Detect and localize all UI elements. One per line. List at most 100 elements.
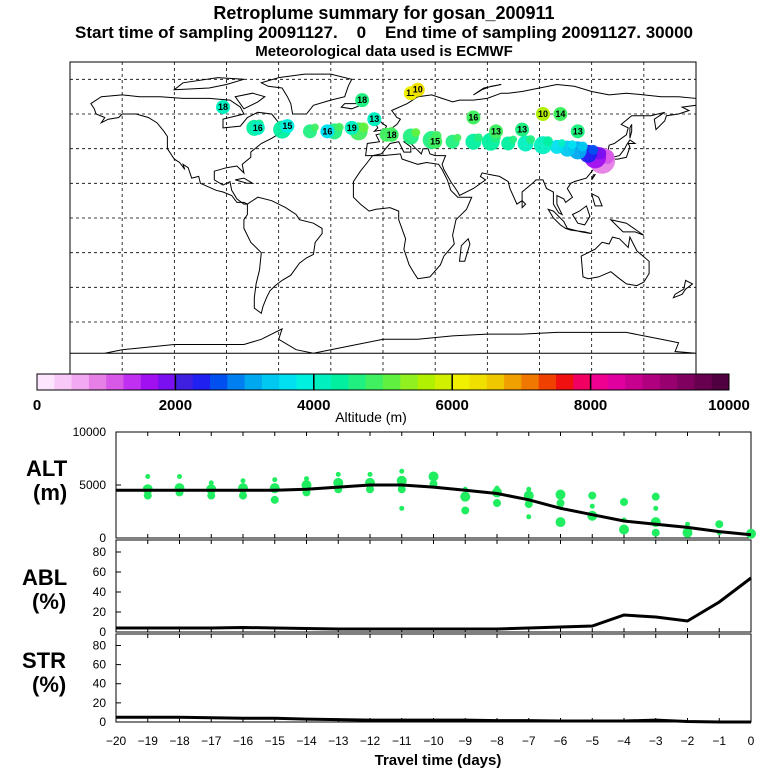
- coast-africa: [352, 153, 473, 280]
- colorbar-swatch: [71, 374, 90, 390]
- plume-day-label: 15: [430, 137, 440, 147]
- plume-marker: [334, 122, 344, 132]
- colorbar-swatch: [521, 374, 540, 390]
- plume-label-marker: [344, 120, 359, 135]
- str-y-tick-label: 0: [99, 715, 106, 729]
- alt-cluster-point: [428, 471, 439, 482]
- colorbar-swatch: [140, 374, 159, 390]
- met-data-label: Meteorological data used is ECMWF: [255, 43, 513, 60]
- alt-cluster-point: [460, 491, 471, 502]
- alt-y-tick-label: 0: [99, 531, 106, 545]
- abl-y-tick-label: 0: [99, 625, 106, 639]
- plume-label-marker: [320, 124, 335, 139]
- str-label-line1: STR: [22, 648, 66, 673]
- abl-y-tick-label: 40: [93, 585, 107, 599]
- x-axis-title: Travel time (days): [375, 752, 502, 768]
- plume-day-label: 15: [282, 121, 292, 131]
- x-tick-label: −9: [458, 734, 472, 748]
- colorbar-swatch: [158, 374, 176, 390]
- alt-cluster-point: [555, 489, 566, 500]
- alt-cluster-point: [526, 486, 532, 492]
- x-tick-label: 0: [748, 734, 755, 748]
- plume-day-label: 16: [322, 126, 332, 136]
- x-tick-label: −12: [360, 734, 381, 748]
- plume-marker: [588, 144, 599, 155]
- colorbar-swatch: [573, 374, 592, 390]
- altitude-colorbar: 0 2000 4000 6000 8000 10000: [33, 373, 750, 414]
- plume-label-marker: [428, 134, 443, 149]
- colorbar-tick-label: 10000: [708, 397, 750, 414]
- colorbar-swatch: [607, 374, 626, 390]
- alt-cluster-point: [619, 524, 629, 535]
- colorbar-swatch: [400, 374, 419, 390]
- str-frame: [115, 633, 752, 723]
- alt-cluster-point: [524, 500, 533, 509]
- plume-marker: [509, 135, 518, 144]
- x-tick-label: −10: [423, 734, 444, 748]
- plume-label-marker: [466, 110, 481, 125]
- alt-mean-line: [116, 483, 752, 537]
- sampling-times: Start time of sampling 20091127. 0 End t…: [0, 23, 768, 43]
- str-panel: 80 60 40 20 0: [93, 633, 752, 729]
- alt-cluster-point: [397, 485, 406, 494]
- alt-cluster-point: [145, 474, 151, 480]
- colorbar-swatch: [54, 374, 73, 390]
- colorbar-swatch: [711, 374, 730, 390]
- x-tick-label: −8: [490, 734, 504, 748]
- colorbar-swatch: [123, 374, 142, 390]
- plume-marker: [358, 122, 369, 133]
- x-tick-label: −3: [649, 734, 663, 748]
- alt-cluster-point: [682, 527, 693, 538]
- plume-day-label: 10: [538, 109, 548, 119]
- alt-y-tick-label: 5000: [79, 478, 106, 492]
- plume-label-marker: [280, 119, 295, 134]
- end-time-label: End time of sampling 20091127. 30000: [384, 23, 693, 42]
- x-tick-label: −18: [169, 734, 190, 748]
- abl-y-tick-label: 20: [93, 605, 107, 619]
- plume-day-label: 16: [253, 123, 263, 133]
- colorbar-swatch: [331, 374, 349, 390]
- str-y-tick-label: 40: [93, 677, 107, 691]
- start-time-value: 0: [356, 23, 367, 42]
- plume-day-label: 10: [413, 85, 423, 95]
- coast-madagascar: [458, 237, 471, 262]
- plume-day-label: 13: [573, 126, 583, 136]
- plume-label-marker: [570, 124, 585, 139]
- alt-cluster-point: [208, 480, 214, 486]
- plume-marker: [453, 133, 462, 142]
- chart-title: Retroplume summary for gosan_200911: [213, 3, 555, 23]
- alt-label-line2: (m): [33, 480, 67, 505]
- coast-japan: [608, 139, 637, 165]
- plume-marker: [543, 136, 553, 147]
- colorbar-tick-label: 0: [33, 397, 41, 414]
- coast-cuba: [235, 177, 255, 184]
- plume-day-label: 18: [387, 130, 397, 140]
- plume-label-marker: [355, 93, 370, 108]
- plume-label-marker: [216, 100, 231, 115]
- str-y-tick-label: 20: [93, 696, 107, 710]
- colorbar-swatch: [37, 374, 55, 390]
- plume-label-marker: [367, 112, 382, 127]
- abl-y-tick-label: 80: [93, 545, 107, 559]
- colorbar-tick-label: 6000: [436, 397, 469, 414]
- alt-cluster-point: [270, 495, 279, 504]
- plume-marker: [311, 123, 319, 132]
- alt-cluster-point: [685, 521, 690, 527]
- alt-cluster-point: [301, 480, 312, 490]
- alt-cluster-point: [589, 503, 595, 509]
- coast-novaya-zemlya: [473, 84, 502, 96]
- colorbar-swatch: [452, 374, 470, 390]
- x-tick-label: −17: [201, 734, 222, 748]
- plume-label-marker: [515, 122, 530, 137]
- colorbar-swatch: [227, 374, 246, 390]
- plume-day-label: 13: [517, 125, 527, 135]
- str-line: [116, 715, 751, 724]
- x-tick-label: −14: [296, 734, 317, 748]
- plume-day-label: 18: [357, 95, 367, 105]
- colorbar-swatch: [296, 374, 315, 390]
- alt-cluster-point: [526, 514, 532, 520]
- colorbar-swatch: [106, 374, 124, 390]
- x-tick-label: −1: [712, 734, 726, 748]
- plume-day-label: 19: [347, 123, 357, 133]
- plume-label-marker: [489, 124, 504, 139]
